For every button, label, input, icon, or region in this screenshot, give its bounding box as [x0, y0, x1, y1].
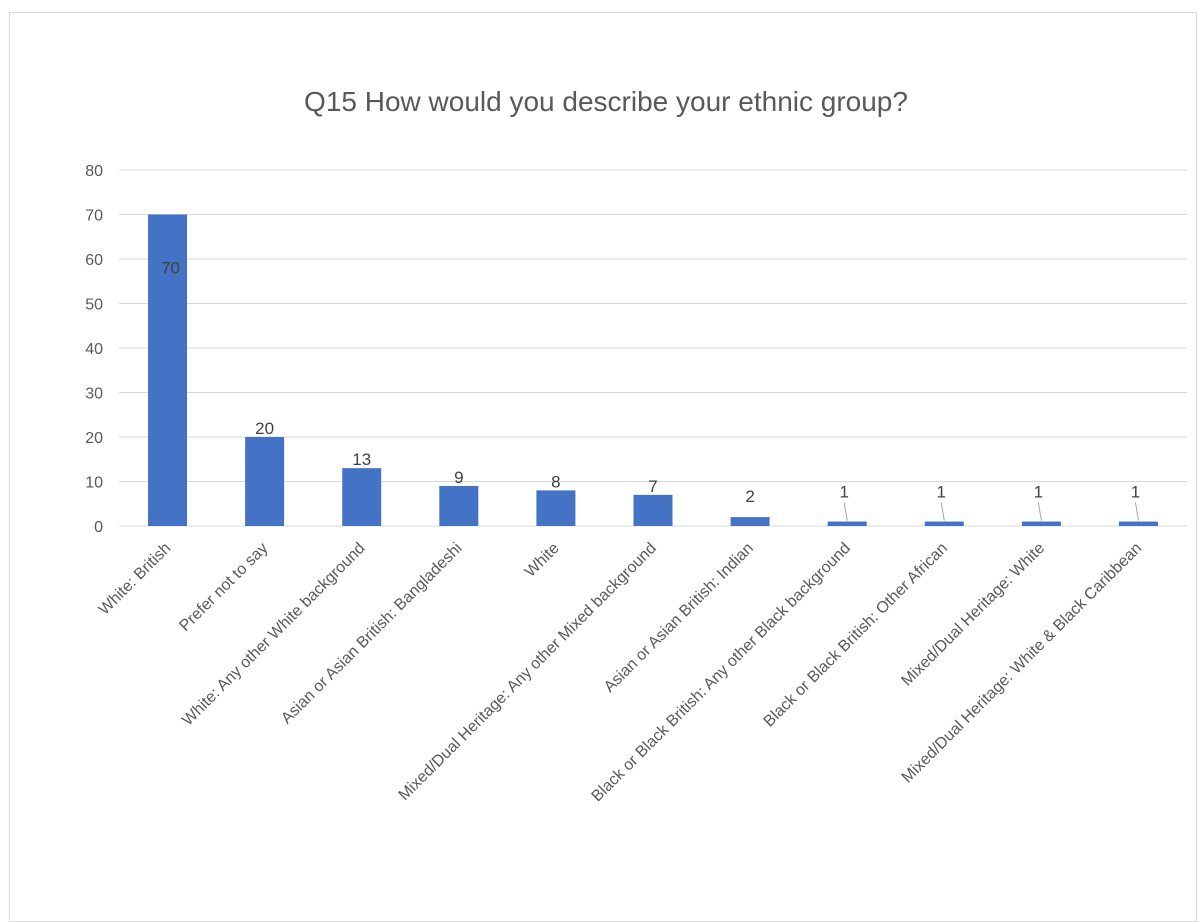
y-tick-label: 60 [85, 252, 103, 269]
y-tick-label: 30 [85, 386, 103, 403]
bar [536, 490, 576, 526]
bar [633, 494, 673, 526]
category-label: Prefer not to say [176, 540, 271, 635]
chart-frame [9, 12, 1197, 922]
y-tick-label: 0 [94, 519, 103, 536]
category-label: White [522, 540, 563, 581]
bar [827, 521, 867, 526]
data-label: 8 [551, 472, 560, 491]
y-tick-label: 50 [85, 297, 103, 314]
bar [730, 517, 770, 526]
bar [148, 214, 188, 526]
y-tick-label: 10 [85, 475, 103, 492]
y-axis-ticks: 0 10 20 30 40 50 60 70 80 [85, 163, 103, 536]
bar [1118, 521, 1158, 526]
bar [342, 468, 382, 526]
data-label: 9 [454, 468, 463, 487]
data-label-leader [1134, 502, 1139, 521]
y-tick-label: 20 [85, 430, 103, 447]
data-labels: 70 20 13 9 8 7 2 1 1 1 1 [161, 259, 1140, 521]
category-label: White: British [96, 540, 175, 619]
data-label-leader [1037, 502, 1042, 521]
y-tick-label: 70 [85, 208, 103, 225]
data-label: 20 [255, 419, 274, 438]
category-label: White: Any other White background [179, 540, 368, 729]
data-label: 1 [937, 483, 946, 502]
data-label-leader [843, 502, 848, 521]
y-tick-label: 40 [85, 341, 103, 358]
bar [439, 485, 479, 526]
data-label: 2 [745, 487, 754, 506]
data-label-leader [940, 502, 945, 521]
data-label: 1 [1131, 483, 1140, 502]
bar [245, 437, 285, 526]
data-label: 13 [352, 450, 371, 469]
chart-title: Q15 How would you describe your ethnic g… [304, 86, 908, 117]
data-label: 70 [161, 259, 180, 278]
y-tick-label: 80 [85, 163, 103, 180]
data-label: 1 [1034, 483, 1043, 502]
bars [148, 214, 1158, 526]
bar [924, 521, 964, 526]
category-label: Asian or Asian British: Bangladeshi [278, 540, 465, 727]
gridlines [119, 169, 1187, 527]
bar [1021, 521, 1061, 526]
category-label: Black or Black British: Other African [761, 540, 952, 731]
data-label: 7 [648, 477, 657, 496]
data-label: 1 [839, 483, 848, 502]
